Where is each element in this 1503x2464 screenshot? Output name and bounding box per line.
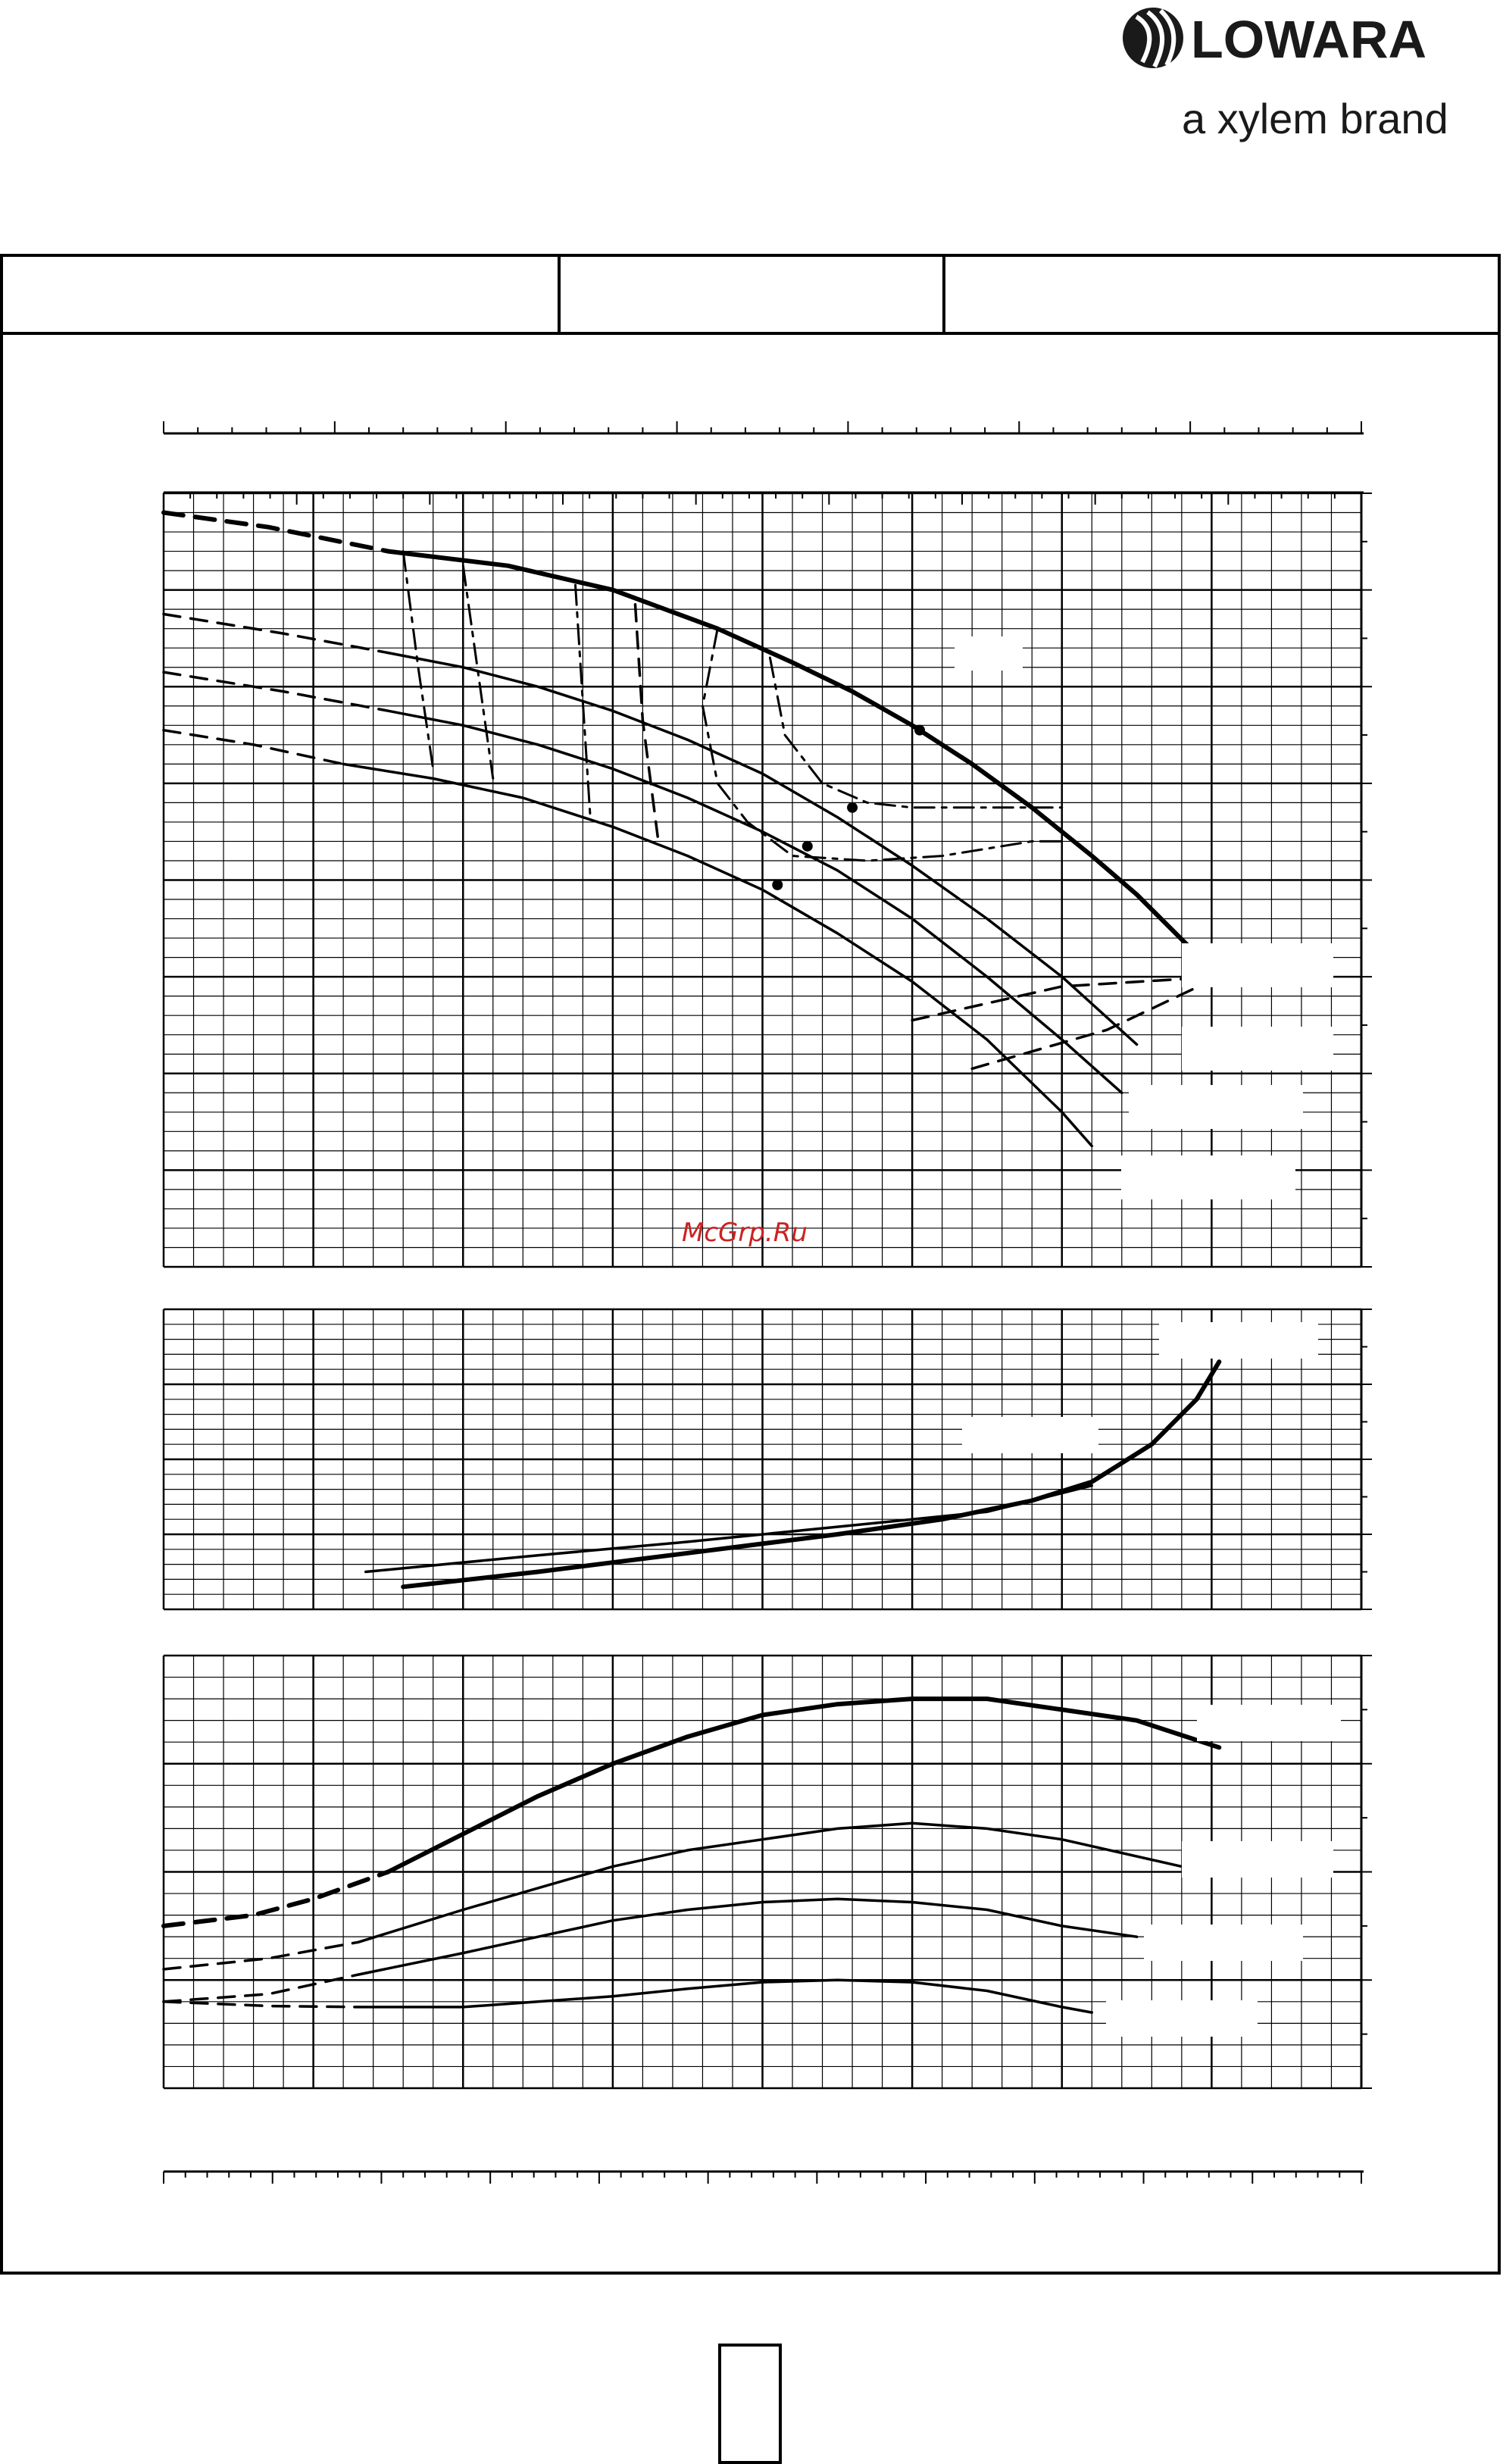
- npsh-curve-1: [364, 1484, 1094, 1574]
- power-curve-4: [357, 1897, 1139, 1976]
- head-curve-panel: [161, 492, 1372, 1268]
- head-operating-point-marker: [914, 724, 926, 736]
- head-curve-2: [386, 651, 1139, 1046]
- brand-tagline: a xylem brand: [1182, 95, 1448, 142]
- head-curve-14: [911, 975, 1221, 1022]
- lowara-logo: LOWARA a xylem brand: [1123, 8, 1448, 142]
- head-operating-point-marker: [772, 879, 783, 890]
- power-curve-0: [386, 1696, 1222, 1875]
- head-curve-15: [970, 975, 1221, 1071]
- top-secondary-axis: [163, 421, 1364, 435]
- head-curve-3: [162, 612, 390, 655]
- head-curve-8: [402, 550, 435, 771]
- npsh-curve-0: [401, 1359, 1222, 1590]
- head-curve-1: [161, 510, 391, 554]
- droplet-emblem-icon: [1123, 8, 1183, 68]
- bottom-secondary-axis: [163, 2170, 1364, 2184]
- head-curve-5: [162, 671, 390, 712]
- head-curve-10: [461, 564, 495, 780]
- head-curve-12: [633, 603, 659, 838]
- power-right-axis: [1360, 1655, 1372, 2089]
- head-curve-4: [386, 709, 1123, 1095]
- head-curve-6: [342, 762, 1094, 1148]
- head-curve-9: [702, 627, 1064, 862]
- power-curve-2: [357, 1821, 1183, 1944]
- head-curve-0: [386, 549, 1222, 980]
- head-operating-point-marker: [801, 840, 813, 852]
- head-curve-13: [768, 656, 1064, 809]
- watermark-text: McGrp.Ru: [682, 1218, 808, 1248]
- power-curve-5: [162, 1973, 360, 2003]
- head-curve-7: [162, 728, 345, 766]
- power-curve-1: [161, 1869, 391, 1928]
- power-curve-3: [162, 1940, 360, 1971]
- npsh-right-axis: [1360, 1309, 1372, 1610]
- head-curve-11: [574, 583, 592, 818]
- head-right-axis: [1360, 492, 1372, 1268]
- sheet-frame: [0, 254, 1501, 2275]
- curve-label-boxes: [955, 636, 1341, 2037]
- head-operating-point-marker: [847, 802, 858, 813]
- head-grid: [162, 492, 1363, 1268]
- power-curve-6: [357, 1978, 1094, 2014]
- brand-name: LOWARA: [1191, 10, 1426, 69]
- power-curve-7: [162, 2000, 360, 2009]
- page-number-box: [718, 2344, 782, 2464]
- npsh-curve-panel: [162, 1308, 1372, 1611]
